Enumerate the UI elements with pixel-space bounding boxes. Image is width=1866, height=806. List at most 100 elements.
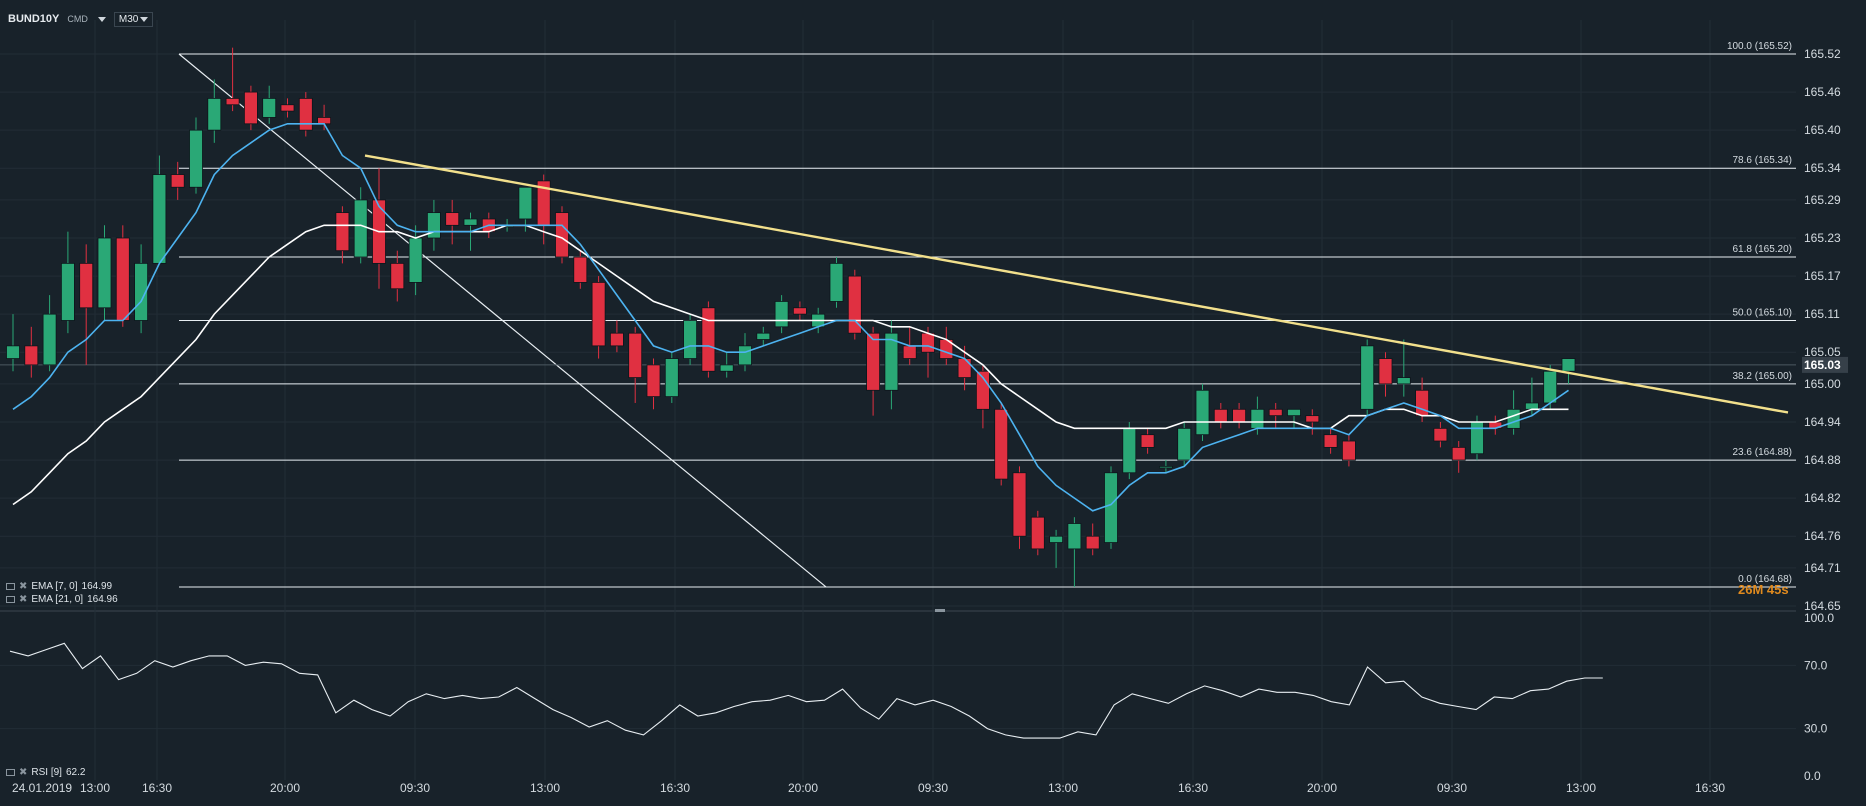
rsi-value: 62.2 — [65, 767, 86, 778]
x-tick-label: 20:00 — [270, 781, 300, 795]
rsi-legend[interactable]: ✖ RSI [9] 62.2 — [6, 767, 85, 778]
candle-bullish — [1122, 427, 1137, 474]
candle-bearish — [298, 98, 313, 131]
y-tick-label: 164.65 — [1804, 599, 1841, 613]
candle-bearish — [847, 275, 862, 334]
close-icon[interactable]: ✖ — [19, 767, 28, 778]
y-tick-label: 164.94 — [1804, 415, 1841, 429]
candle-bullish — [1525, 402, 1539, 410]
candle-bearish — [555, 212, 569, 258]
candle-bearish — [573, 256, 588, 283]
candle-bullish — [664, 358, 679, 398]
candle-bearish — [1378, 358, 1393, 385]
ema-slow-line — [12, 224, 1569, 506]
candle-bearish — [1305, 415, 1320, 423]
candle-bearish — [390, 262, 405, 290]
ema-fast-line — [12, 123, 1569, 512]
candle-bearish — [1140, 434, 1155, 448]
candle-bearish — [701, 307, 716, 372]
x-tick-label: 13:00 — [530, 781, 560, 795]
candle-bullish — [97, 237, 112, 309]
fibonacci-base-line — [178, 53, 827, 588]
candle-bullish — [774, 301, 789, 328]
candle-bearish — [1085, 535, 1100, 550]
candle-bearish — [1451, 446, 1466, 461]
last-price-badge — [1802, 356, 1848, 373]
rsi-tick-label: 30.0 — [1804, 722, 1828, 736]
candle-bullish — [683, 320, 697, 359]
y-tick-label: 165.23 — [1804, 231, 1841, 245]
x-tick-label: 09:30 — [400, 781, 430, 795]
candle-bullish — [1396, 377, 1411, 385]
candle-bearish — [866, 332, 880, 391]
candle-bearish — [1415, 389, 1429, 417]
ema-slow-legend[interactable]: ✖ EMA [21, 0] 164.96 — [6, 594, 118, 605]
candle-bearish — [243, 91, 258, 125]
candle-bearish — [1268, 408, 1283, 417]
y-tick-label: 164.71 — [1804, 561, 1841, 575]
y-tick-label: 164.76 — [1804, 529, 1841, 543]
rsi-tick-label: 70.0 — [1804, 658, 1828, 672]
candle-bullish — [1360, 345, 1375, 410]
chevron-down-icon[interactable] — [97, 16, 106, 22]
x-tick-label: 16:30 — [1695, 781, 1725, 795]
candle-timer: 26M 45s — [1738, 582, 1789, 597]
candle-bullish — [1067, 523, 1082, 550]
x-tick-label: 13:00 — [80, 781, 110, 795]
candle-bullish — [884, 332, 899, 391]
settings-icon[interactable] — [6, 583, 15, 590]
y-tick-label: 164.82 — [1804, 491, 1841, 505]
candle-bullish — [1159, 466, 1173, 469]
candle-bearish — [646, 364, 661, 398]
y-tick-label: 165.34 — [1804, 161, 1841, 175]
candle-bearish — [1323, 434, 1338, 448]
y-tick-label: 165.17 — [1804, 269, 1841, 283]
candle-bullish — [189, 129, 203, 188]
timeframe-value: M30 — [118, 13, 139, 25]
settings-icon[interactable] — [6, 596, 15, 603]
candle-bearish — [1213, 408, 1228, 423]
x-tick-label: 13:00 — [1566, 781, 1596, 795]
timeframe-select[interactable]: M30 — [113, 11, 154, 27]
candle-bullish — [1177, 427, 1192, 461]
candle-bearish — [628, 332, 643, 378]
candle-bearish — [79, 262, 94, 309]
ema-fast-legend[interactable]: ✖ EMA [7, 0] 164.99 — [6, 581, 112, 592]
x-tick-label: 16:30 — [142, 781, 172, 795]
candle-bullish — [1287, 408, 1301, 417]
candle-bearish — [115, 237, 130, 321]
fibonacci-level-label: 100.0 (165.52) — [1727, 41, 1792, 52]
candle-bearish — [170, 174, 185, 188]
candle-bullish — [426, 212, 441, 239]
settings-icon[interactable] — [6, 769, 15, 776]
candle-bullish — [1104, 472, 1118, 543]
candle-bullish — [738, 345, 752, 366]
ema-fast-label: EMA [7, 0] — [31, 581, 78, 592]
candle-bullish — [829, 262, 844, 302]
symbol-label[interactable]: BUND10Y — [8, 13, 60, 25]
fibonacci-level-label: 23.6 (164.88) — [1733, 447, 1793, 458]
y-tick-label: 165.46 — [1804, 85, 1841, 99]
candle-bearish — [1433, 427, 1448, 442]
trendline — [364, 154, 1789, 414]
candle-bearish — [1342, 440, 1356, 461]
last-price-label: 165.03 — [1804, 358, 1841, 372]
candle-bullish — [408, 237, 423, 283]
candle-bearish — [445, 212, 460, 226]
candle-bullish — [518, 186, 533, 220]
y-tick-label: 165.11 — [1804, 307, 1840, 321]
candle-bullish — [463, 218, 478, 226]
candle-bearish — [610, 332, 624, 347]
close-icon[interactable]: ✖ — [19, 594, 28, 605]
fibonacci-level-label: 38.2 (165.00) — [1733, 371, 1793, 382]
candle-bullish — [756, 332, 771, 340]
x-tick-label: 16:30 — [1178, 781, 1208, 795]
candle-bearish — [24, 345, 39, 366]
candle-bearish — [1030, 516, 1045, 550]
y-tick-label: 165.40 — [1804, 123, 1841, 137]
ema-fast-value: 164.99 — [81, 581, 113, 592]
close-icon[interactable]: ✖ — [19, 581, 28, 592]
candle-bearish — [994, 408, 1009, 480]
fibonacci-level-label: 78.6 (165.34) — [1733, 155, 1793, 166]
